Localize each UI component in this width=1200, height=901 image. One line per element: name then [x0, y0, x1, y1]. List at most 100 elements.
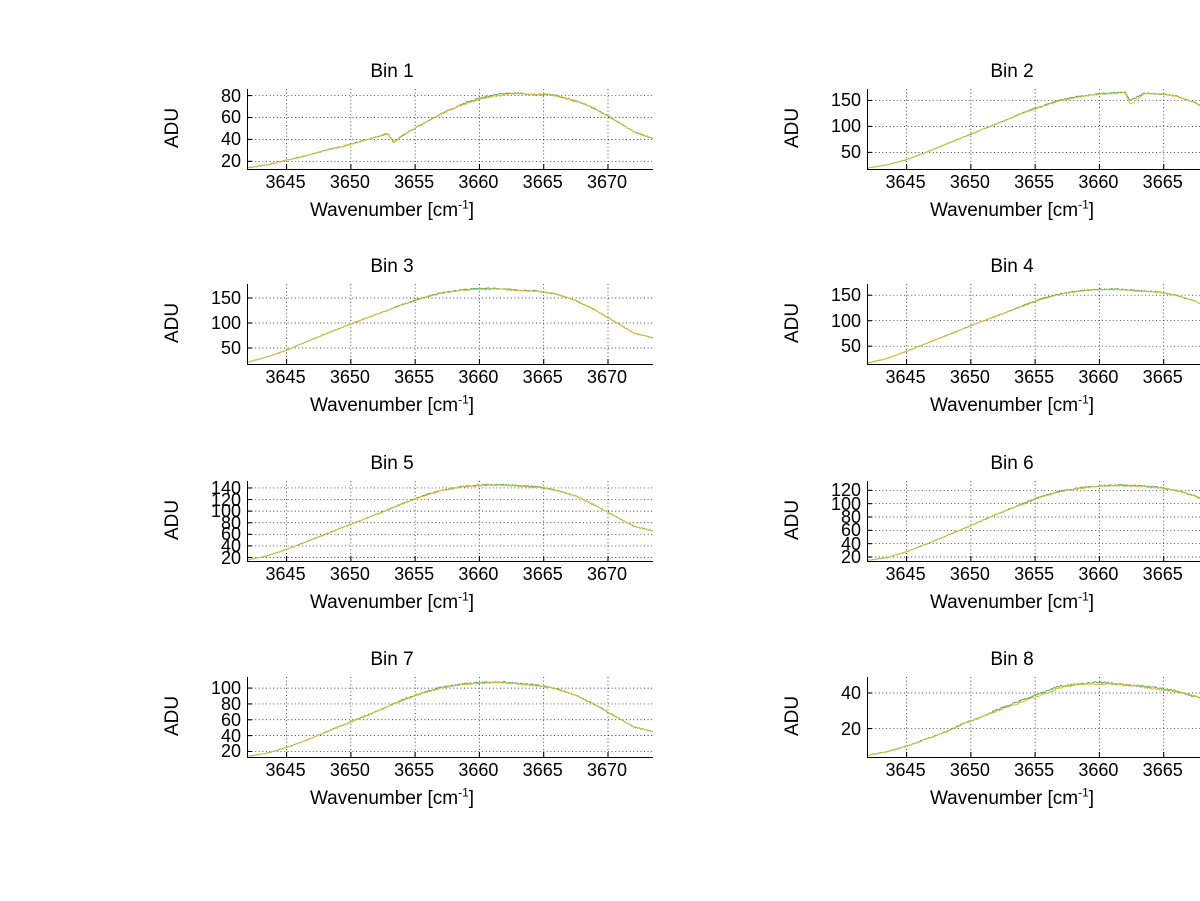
x-tick-label: 3650 — [949, 564, 990, 584]
y-tick-label: 20 — [840, 718, 861, 739]
y-tick-marks — [868, 489, 872, 558]
x-tick-label: 3650 — [949, 367, 990, 387]
data-series-yellow — [867, 682, 1200, 756]
x-axis-label: Wavenumber [cm-1] — [92, 394, 692, 417]
y-tick-label: 50 — [220, 338, 241, 358]
y-tick-marks — [868, 99, 872, 153]
y-tick-label: 50 — [840, 336, 861, 357]
x-tick-label: 3660 — [1078, 564, 1119, 584]
data-series-green — [247, 483, 654, 561]
data-series-yellow — [867, 484, 1200, 561]
y-tick-marks — [248, 487, 252, 559]
plot-axes — [867, 89, 1200, 170]
x-axis-label: Wavenumber [cm-1] — [712, 197, 1200, 222]
panel-title: Bin 4 — [990, 256, 1034, 277]
x-axis-label-close: ] — [1088, 788, 1095, 809]
grid-lines — [248, 677, 653, 757]
y-tick-label: 100 — [210, 313, 241, 333]
y-tick-label: 120 — [830, 480, 861, 501]
y-tick-marks — [868, 692, 872, 730]
x-axis-label-close: ] — [1088, 592, 1095, 613]
x-tick-label: 3655 — [1014, 564, 1055, 584]
x-axis-label-close: ] — [1088, 395, 1095, 416]
panel-title: Bin 2 — [990, 61, 1034, 82]
x-tick-label: 3655 — [394, 760, 435, 780]
y-tick-label: 60 — [220, 709, 241, 730]
x-tick-label: 3655 — [1014, 760, 1055, 780]
x-axis-label-close: ] — [468, 592, 475, 613]
x-axis-label-text: Wavenumber [cm — [929, 592, 1079, 613]
x-tick-label: 3650 — [949, 172, 990, 192]
x-tick-label: 3655 — [394, 564, 435, 584]
y-tick-label: 20 — [220, 741, 241, 762]
y-tick-label: 150 — [830, 285, 861, 306]
x-axis-label-exponent: -1 — [1078, 197, 1089, 212]
y-tick-labels: 20 40 60 80 100 120 140 — [197, 477, 243, 567]
x-tick-marks — [906, 164, 1165, 169]
y-tick-label: 20 — [220, 547, 241, 568]
x-axis-label-text: Wavenumber [cm — [309, 395, 459, 416]
data-series-yellow — [867, 288, 1200, 364]
data-series-green — [247, 680, 654, 757]
y-tick-label: 80 — [220, 512, 241, 533]
y-tick-label: 50 — [840, 142, 861, 163]
x-tick-marks — [906, 556, 1165, 561]
y-tick-labels: 50 100 150 — [197, 284, 243, 364]
x-tick-label: 3665 — [1142, 172, 1183, 192]
grid-lines — [868, 284, 1200, 364]
x-tick-marks — [286, 556, 609, 561]
x-tick-label: 3665 — [1142, 564, 1183, 584]
panel-title: Bin 7 — [370, 649, 414, 670]
plot-axes — [247, 89, 654, 170]
x-tick-label: 3670 — [586, 564, 628, 584]
grid-lines — [868, 481, 1200, 561]
y-tick-label: 40 — [220, 129, 241, 150]
x-axis-label-exponent: -1 — [1078, 785, 1089, 800]
y-tick-label: 20 — [840, 547, 861, 567]
panel-bin-3: Bin 3 ADU 50 100 150 3645 3650 3655 3660 3665 3670… — [92, 250, 692, 454]
x-axis-label-close: ] — [468, 788, 475, 809]
y-tick-labels: 20 40 — [817, 677, 863, 757]
x-axis-label-close: ] — [468, 395, 475, 416]
x-tick-label: 3665 — [1142, 760, 1183, 780]
y-tick-marks — [248, 95, 252, 162]
x-tick-label: 3660 — [1078, 367, 1119, 387]
y-tick-label: 100 — [210, 501, 241, 522]
x-axis-label-exponent: -1 — [458, 589, 469, 604]
x-axis-label-exponent: -1 — [458, 197, 469, 212]
x-axis-label: Wavenumber [cm-1] — [712, 785, 1200, 810]
data-series-yellow — [247, 681, 654, 757]
data-series-yellow — [247, 288, 654, 363]
y-axis-label: ADU — [782, 107, 803, 148]
x-axis-label-text: Wavenumber [cm — [309, 788, 459, 809]
y-tick-label: 60 — [220, 524, 241, 545]
x-tick-label: 3645 — [885, 172, 926, 192]
y-tick-label: 150 — [210, 288, 241, 308]
panel-bin-5: Bin 5 ADU 20 40 60 80 100 120 140 3645 3650 3655 366… — [92, 447, 692, 651]
x-axis-label-text: Wavenumber [cm — [309, 592, 459, 613]
grid-lines — [248, 481, 653, 561]
y-axis-label: ADU — [162, 695, 183, 736]
x-tick-label: 3655 — [394, 367, 435, 387]
data-series-green — [867, 91, 1200, 169]
y-tick-label: 120 — [210, 489, 241, 510]
x-axis-label-text: Wavenumber [cm — [929, 788, 1079, 809]
y-tick-label: 20 — [220, 151, 241, 172]
panel-title: Bin 1 — [370, 61, 414, 82]
panel-title: Bin 5 — [370, 453, 414, 474]
y-tick-labels: 20 40 60 80 100 120 — [817, 480, 863, 566]
plot-axes — [867, 284, 1200, 365]
y-tick-label: 100 — [830, 493, 861, 514]
panel-bin-1: Bin 1 ADU 20 40 60 80 3645 3650 3655 3660 3665 3670… — [92, 55, 692, 259]
y-tick-marks — [248, 297, 252, 349]
y-tick-label: 100 — [830, 116, 861, 137]
x-axis-label-exponent: -1 — [1078, 392, 1089, 407]
y-tick-label: 140 — [210, 477, 241, 498]
y-axis-label: ADU — [782, 302, 803, 343]
x-tick-label: 3650 — [329, 564, 370, 584]
plot-axes — [247, 677, 654, 758]
y-axis-label: ADU — [782, 695, 803, 736]
